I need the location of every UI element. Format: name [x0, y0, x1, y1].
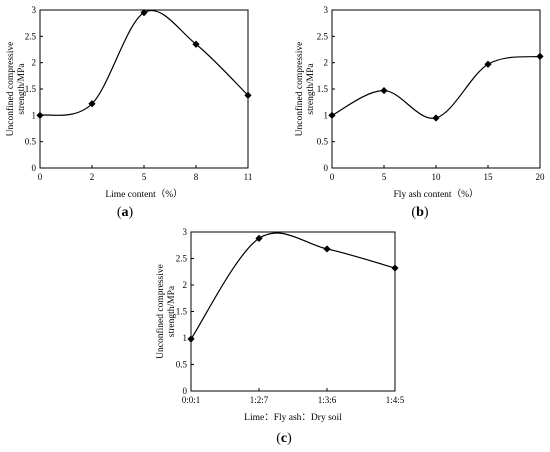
x-tick-label: 5: [382, 172, 387, 182]
y-tick-label: 2.5: [176, 254, 188, 264]
y-axis-label-line-1: Unconfined compressive: [5, 42, 16, 137]
y-tick-label: 1: [32, 110, 37, 120]
x-tick-label: 0: [330, 172, 335, 182]
data-point-marker: [328, 111, 336, 119]
series-line: [39, 10, 249, 116]
x-tick-label: 0:0:1: [182, 395, 201, 405]
y-axis-label-line-2: strength/MPa: [306, 63, 316, 115]
data-point-marker: [323, 245, 331, 253]
data-point-marker: [192, 40, 200, 48]
y-tick-label: 1.5: [317, 84, 329, 94]
data-point-marker: [140, 9, 148, 17]
y-axis-label-line-1: Unconfined compressive: [294, 42, 305, 137]
plot-frame: [331, 9, 541, 169]
chart-panel-b: 0 0.5 1 1.5 2 2.5 3 0 5 10 15 20 Fly ash content（%） U…: [294, 5, 545, 220]
data-point-marker: [244, 91, 252, 99]
y-tick-label: 0.5: [25, 137, 37, 147]
x-tick-label: 10: [432, 172, 442, 182]
y-tick-label: 3: [183, 227, 188, 237]
series-line: [190, 232, 396, 340]
y-tick-label: 0.5: [176, 360, 188, 370]
data-point-marker: [432, 114, 440, 122]
data-point-marker: [380, 86, 388, 95]
chart-panel-a: 0 0.5 1 1.5 2 2.5 3 0 2 5 8 11 Lime content（%） Unconf…: [5, 5, 252, 220]
data-point-marker: [391, 264, 399, 272]
data-point-marker: [484, 60, 492, 68]
x-tick-label: 5: [142, 172, 147, 182]
y-tick-label: 0: [183, 386, 188, 396]
panel-caption: (b): [411, 205, 428, 220]
data-point-marker: [255, 234, 263, 242]
data-point-marker: [187, 335, 195, 343]
y-tick-label: 3: [324, 5, 329, 15]
x-tick-label: 11: [244, 172, 253, 182]
y-tick-label: 1.5: [25, 84, 37, 94]
x-tick-label: 0: [38, 172, 43, 182]
y-tick-label: 2.5: [25, 31, 37, 41]
x-axis-label: Lime content（%）: [105, 188, 182, 200]
x-axis-label: Fly ash content（%）: [394, 188, 479, 200]
data-point-marker: [536, 52, 544, 60]
series-line: [331, 55, 541, 119]
y-tick-label: 1: [324, 110, 329, 120]
x-tick-label: 15: [484, 172, 494, 182]
y-axis-label-line-1: Unconfined compressive: [155, 264, 166, 359]
panel-caption: (a): [117, 205, 134, 220]
y-tick-label: 2.5: [317, 31, 329, 41]
x-tick-label: 1:3:6: [318, 395, 337, 405]
x-axis-label: Lime：Fly ash：Dry soil: [244, 413, 342, 423]
plot-frame: [190, 231, 396, 392]
plot-frame: [39, 9, 249, 169]
y-tick-label: 2: [183, 280, 188, 290]
data-point-marker: [88, 100, 96, 108]
y-axis-label-line-2: strength/MPa: [167, 285, 177, 337]
y-tick-label: 0.5: [317, 137, 329, 147]
chart-panel-c: 0 0.5 1 1.5 2 2.5 3 0:0:1 1:2:7 1:3:6 1:4:5 Lime：Fl…: [155, 227, 405, 446]
y-tick-label: 2: [32, 58, 37, 68]
y-tick-label: 0: [324, 163, 329, 173]
y-tick-label: 1: [183, 333, 188, 343]
y-tick-label: 0: [32, 163, 37, 173]
data-point-marker: [36, 111, 44, 119]
y-axis-label-line-2: strength/MPa: [17, 63, 27, 115]
x-tick-label: 1:4:5: [386, 395, 405, 405]
y-tick-label: 3: [32, 5, 37, 15]
panel-caption: (c): [276, 431, 292, 446]
x-tick-label: 2: [90, 172, 95, 182]
y-tick-label: 1.5: [176, 307, 188, 317]
x-tick-label: 8: [194, 172, 199, 182]
x-tick-label: 1:2:7: [250, 395, 269, 405]
x-tick-label: 20: [536, 172, 546, 182]
y-tick-label: 2: [324, 58, 329, 68]
